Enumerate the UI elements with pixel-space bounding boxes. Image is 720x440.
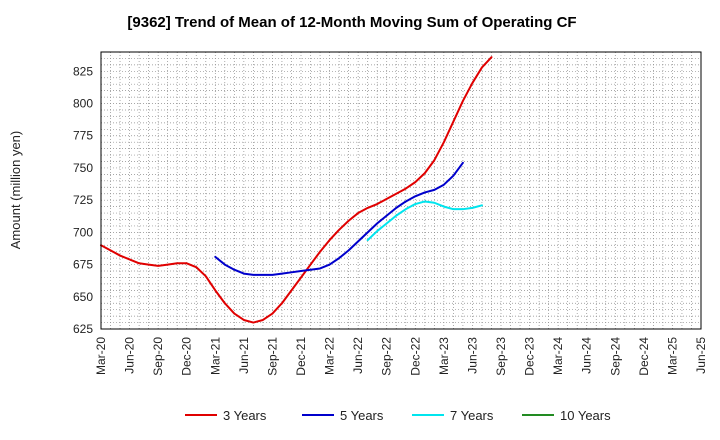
plot-frame — [100, 51, 702, 330]
x-tick-label: Sep-24 — [608, 337, 622, 376]
legend-label: 3 Years — [223, 408, 267, 423]
x-tick-label: Dec-23 — [523, 337, 537, 376]
y-tick-label: 750 — [73, 161, 93, 175]
x-tick-label: Dec-21 — [294, 337, 308, 376]
x-tick-label: Jun-22 — [351, 337, 365, 374]
x-tick-label: Sep-22 — [380, 337, 394, 376]
x-tick-label: Mar-20 — [94, 337, 108, 375]
y-tick-label: 625 — [73, 322, 93, 336]
y-tick-label: 800 — [73, 97, 93, 111]
x-tick-label: Dec-24 — [637, 337, 651, 376]
series-layer — [100, 56, 493, 324]
y-axis-label: Amount (million yen) — [8, 131, 23, 250]
x-tick-label: Jun-23 — [465, 337, 479, 374]
y-tick-label: 675 — [73, 258, 93, 272]
x-tick-label: Jun-25 — [694, 337, 708, 374]
x-tick-label: Jun-24 — [580, 337, 594, 374]
x-tick-label: Mar-22 — [323, 337, 337, 375]
x-tick-label: Dec-20 — [180, 337, 194, 376]
y-tick-label: 650 — [73, 290, 93, 304]
x-tick-label: Jun-20 — [123, 337, 137, 374]
y-tick-label: 825 — [73, 64, 93, 78]
x-tick-label: Mar-24 — [551, 337, 565, 375]
x-tick-label: Sep-23 — [494, 337, 508, 376]
x-tick-label: Sep-21 — [265, 337, 279, 376]
x-tick-label: Dec-22 — [408, 337, 422, 376]
y-tick-labels: 625 650 675 700 725 750 775 800 825 — [73, 64, 93, 336]
y-tick-label: 725 — [73, 193, 93, 207]
chart-title: [9362] Trend of Mean of 12-Month Moving … — [127, 14, 576, 31]
grid — [101, 51, 701, 329]
x-tick-label: Mar-23 — [437, 337, 451, 375]
series-line-5-years — [214, 161, 464, 276]
legend-label: 7 Years — [450, 408, 494, 423]
series-line-7-years — [366, 200, 483, 242]
x-tick-label: Mar-25 — [665, 337, 679, 375]
legend-label: 10 Years — [560, 408, 611, 423]
y-tick-label: 700 — [73, 225, 93, 239]
legend-label: 5 Years — [340, 408, 384, 423]
x-tick-label: Sep-20 — [151, 337, 165, 376]
legend: 3 Years 5 Years 7 Years 10 Years — [185, 408, 611, 423]
x-tick-label: Jun-21 — [237, 337, 251, 374]
y-tick-label: 775 — [73, 129, 93, 143]
series-line-3-years — [100, 56, 493, 324]
x-tick-labels: Mar-20 Jun-20 Sep-20 Dec-20 Mar-21 Jun-21 Sep-… — [94, 337, 708, 376]
x-tick-label: Mar-21 — [208, 337, 222, 375]
